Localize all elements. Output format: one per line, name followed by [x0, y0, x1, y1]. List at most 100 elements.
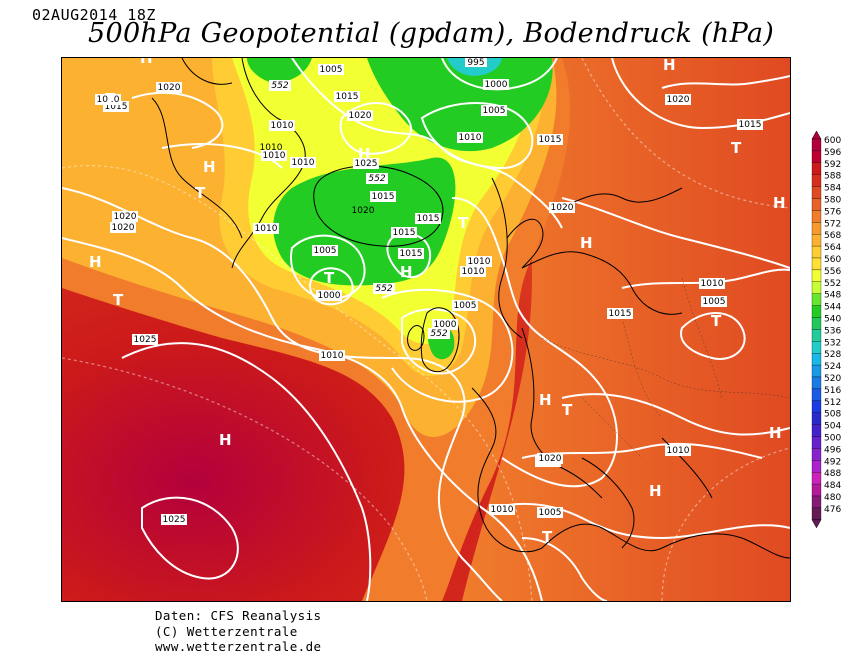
legend-level-label: 540 — [824, 315, 841, 325]
pressure-label: 1015 — [415, 213, 441, 224]
svg-text:1015: 1015 — [393, 228, 416, 238]
pressure-label: 1010 — [466, 256, 492, 267]
svg-text:1015: 1015 — [417, 214, 440, 224]
svg-text:1010: 1010 — [667, 446, 690, 456]
credits-copyright: (C) Wetterzentrale — [155, 623, 298, 639]
legend-swatch — [811, 269, 822, 282]
pressure-label: 1010 — [665, 445, 691, 456]
credits-source: Daten: CFS Reanalysis — [155, 608, 322, 623]
legend-level-label: 572 — [824, 219, 841, 229]
svg-text:1005: 1005 — [454, 301, 477, 311]
pressure-label: 1010 — [253, 223, 279, 234]
credits-url: www.wetterzentrale.de — [155, 639, 322, 654]
svg-text:1015: 1015 — [609, 309, 632, 319]
legend-level-label: 476 — [824, 505, 841, 515]
pressure-label: 1020 — [549, 202, 575, 213]
pressure-label: 1020 — [537, 453, 563, 464]
pressure-label: 1015 — [391, 227, 417, 238]
high-symbol: H — [773, 194, 786, 212]
legend-swatch — [811, 460, 822, 473]
svg-text:1015: 1015 — [372, 192, 395, 202]
pressure-label: 1015 — [370, 191, 396, 202]
low-symbol: T — [562, 401, 573, 419]
legend-swatch — [811, 472, 822, 485]
legend-level-label: 524 — [824, 362, 841, 372]
legend-swatch — [811, 150, 822, 163]
pressure-label-group: 1005 995 1000 1005 1015 1020 1010 1010 1… — [95, 58, 763, 525]
pressure-label: 1025 — [161, 514, 187, 525]
svg-text:1010: 1010 — [271, 121, 294, 131]
pressure-label: 1015 — [607, 308, 633, 319]
height-label: 552 — [366, 173, 388, 184]
pressure-label: 1010 — [457, 132, 483, 143]
svg-text:1010: 1010 — [459, 133, 482, 143]
svg-text:1015: 1015 — [400, 249, 423, 259]
pressure-label: 1005 — [701, 296, 727, 307]
pressure-label: 1025 — [132, 334, 158, 345]
pressure-label: 1010 — [319, 350, 345, 361]
legend-level-label: 600 — [824, 136, 841, 146]
pressure-label: 1015 — [103, 101, 129, 112]
svg-text:1005: 1005 — [483, 106, 506, 116]
color-legend: 600 596 592 588 584 580 576 572 568 564 560 556 552 5… — [811, 130, 850, 529]
low-symbol: T — [324, 269, 335, 287]
pressure-label: 1020 — [112, 211, 138, 222]
svg-text:1000: 1000 — [485, 80, 508, 90]
pressure-label: 1010 — [260, 143, 283, 153]
high-symbol: H — [203, 158, 216, 176]
pressure-label: 1020 — [665, 94, 691, 105]
svg-text:1020: 1020 — [539, 454, 562, 464]
legend-swatch — [811, 400, 822, 413]
legend-level-label: 576 — [824, 207, 841, 217]
high-symbol: H — [219, 431, 232, 449]
legend-swatch — [811, 388, 822, 401]
svg-text:1000: 1000 — [434, 320, 457, 330]
svg-text:552: 552 — [62, 58, 71, 61]
svg-text:552: 552 — [271, 81, 288, 91]
pressure-label: 1015 — [454, 58, 477, 61]
legend-level-label: 532 — [824, 338, 841, 348]
pressure-label: 1015 — [737, 119, 763, 130]
pressure-label: 1015 — [537, 134, 563, 145]
pressure-label: 1010 — [460, 266, 486, 277]
legend-level-label: 564 — [824, 243, 841, 253]
pressure-label: 1020 — [347, 110, 373, 121]
legend-level-label: 508 — [824, 410, 841, 420]
high-symbol: H — [539, 391, 552, 409]
pressure-label: 1010 — [699, 278, 725, 289]
pressure-label: 1010 — [95, 94, 121, 105]
svg-text:1020: 1020 — [349, 111, 372, 121]
svg-text:1010: 1010 — [292, 158, 315, 168]
svg-text:1025: 1025 — [355, 159, 378, 169]
svg-text:1025: 1025 — [134, 335, 157, 345]
legend-swatch — [811, 329, 822, 342]
legend-swatch — [811, 210, 822, 223]
legend-level-label: 556 — [824, 267, 841, 277]
high-symbol: H — [649, 482, 662, 500]
svg-text:1005: 1005 — [314, 246, 337, 256]
low-symbol: T — [105, 90, 116, 108]
height-label: 552 — [373, 283, 395, 294]
legend-level-label: 560 — [824, 255, 841, 265]
svg-text:1010: 1010 — [260, 143, 283, 153]
svg-text:995: 995 — [467, 58, 484, 68]
legend-swatch — [811, 341, 822, 354]
legend-level-label: 536 — [824, 326, 841, 336]
geopotential-contours — [62, 58, 790, 601]
legend-arrow-bottom — [811, 519, 822, 529]
legend-level-label: 588 — [824, 172, 841, 182]
isobars — [62, 58, 790, 601]
legend-level-label: 516 — [824, 386, 841, 396]
legend-level-label: 568 — [824, 231, 841, 241]
height-label: 552 — [62, 58, 71, 61]
legend-swatch — [811, 424, 822, 437]
legend-swatch — [811, 507, 822, 520]
chart-title: 500hPa Geopotential (gpdam), Bodendruck … — [88, 18, 775, 49]
legend-swatch — [811, 186, 822, 199]
legend-level-label: 512 — [824, 398, 841, 408]
pressure-label: 1005 — [318, 64, 344, 75]
pressure-label: 1020 — [156, 82, 182, 93]
svg-text:552: 552 — [375, 284, 392, 294]
svg-text:1000: 1000 — [318, 291, 341, 301]
